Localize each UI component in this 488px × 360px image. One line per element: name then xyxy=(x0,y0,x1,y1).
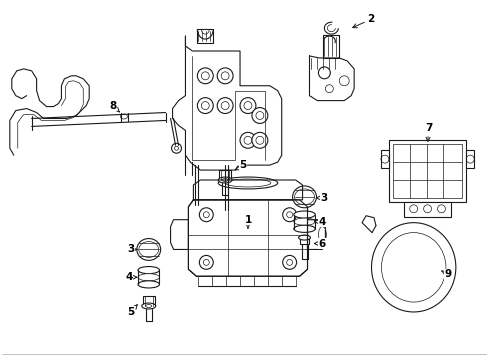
Text: 5: 5 xyxy=(235,160,246,170)
Text: 2: 2 xyxy=(352,14,374,28)
Circle shape xyxy=(282,255,296,269)
Ellipse shape xyxy=(218,177,232,183)
Bar xyxy=(388,140,466,202)
Circle shape xyxy=(318,67,330,79)
Ellipse shape xyxy=(298,235,310,240)
Circle shape xyxy=(282,208,296,222)
Bar xyxy=(299,238,309,243)
Circle shape xyxy=(197,98,213,113)
Text: 5: 5 xyxy=(127,305,137,317)
Text: 3: 3 xyxy=(316,193,327,203)
Circle shape xyxy=(251,132,267,148)
Polygon shape xyxy=(188,200,307,276)
Circle shape xyxy=(240,132,255,148)
Ellipse shape xyxy=(137,239,161,260)
Circle shape xyxy=(251,108,267,123)
Ellipse shape xyxy=(138,266,159,274)
Ellipse shape xyxy=(293,225,315,233)
Circle shape xyxy=(217,98,233,113)
Ellipse shape xyxy=(218,177,277,189)
Bar xyxy=(403,202,450,217)
Circle shape xyxy=(197,68,213,84)
Circle shape xyxy=(199,255,213,269)
Bar xyxy=(219,170,231,180)
Ellipse shape xyxy=(138,274,159,281)
Text: 8: 8 xyxy=(109,100,119,112)
Text: 1: 1 xyxy=(244,215,251,228)
Text: 3: 3 xyxy=(127,244,138,255)
Ellipse shape xyxy=(138,281,159,288)
Text: 6: 6 xyxy=(314,239,325,248)
Bar xyxy=(142,296,154,306)
Ellipse shape xyxy=(293,218,315,225)
Circle shape xyxy=(240,98,255,113)
Ellipse shape xyxy=(292,186,316,208)
Ellipse shape xyxy=(293,211,315,218)
Bar xyxy=(466,150,473,168)
Bar xyxy=(392,144,461,198)
Ellipse shape xyxy=(142,303,155,309)
Bar xyxy=(380,150,388,168)
Text: 9: 9 xyxy=(441,269,451,279)
Circle shape xyxy=(217,68,233,84)
Text: 4: 4 xyxy=(125,272,137,282)
Circle shape xyxy=(199,208,213,222)
Ellipse shape xyxy=(371,223,455,312)
Text: 4: 4 xyxy=(314,217,325,227)
Text: 7: 7 xyxy=(424,123,431,141)
